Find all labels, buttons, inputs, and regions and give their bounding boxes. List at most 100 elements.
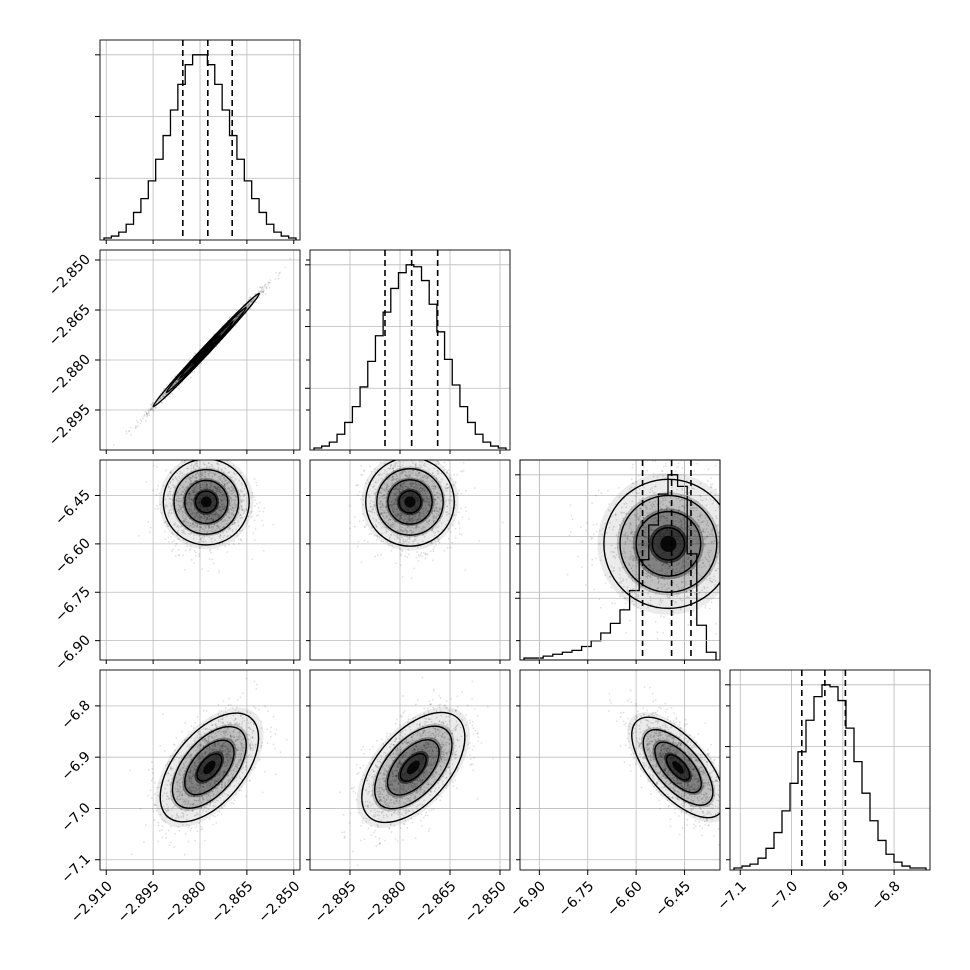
sample-point	[399, 465, 402, 468]
sample-point	[708, 572, 711, 575]
sample-point	[386, 483, 388, 485]
sample-point	[649, 575, 651, 578]
sample-point	[171, 532, 173, 534]
sample-point	[188, 517, 191, 520]
sample-point	[221, 475, 223, 477]
sample-point	[207, 523, 209, 526]
sample-point	[383, 472, 385, 475]
sample-point	[668, 501, 671, 504]
sample-point	[627, 538, 629, 541]
sample-point	[688, 501, 691, 504]
sample-point	[197, 426, 199, 428]
sample-point	[437, 513, 440, 516]
sample-point	[436, 470, 439, 473]
sample-point	[400, 549, 403, 552]
sample-point	[408, 519, 411, 522]
sample-point	[208, 515, 211, 518]
sample-point	[248, 302, 251, 305]
sample-point	[210, 516, 213, 518]
sample-point	[438, 511, 441, 514]
sample-point	[407, 476, 410, 479]
sample-point	[431, 527, 434, 530]
sample-point	[193, 488, 196, 491]
sample-point	[222, 516, 225, 519]
sample-point	[371, 458, 373, 460]
sample-point	[445, 483, 448, 485]
sample-point	[595, 557, 597, 560]
sample-point	[668, 567, 671, 570]
sample-point	[690, 558, 693, 561]
sample-point	[209, 483, 212, 486]
sample-point	[249, 301, 252, 304]
sample-point	[252, 532, 255, 535]
sample-point	[269, 279, 272, 282]
sample-point	[424, 465, 426, 467]
sample-point	[277, 274, 280, 277]
sample-point	[210, 517, 213, 520]
sample-point	[394, 499, 397, 501]
sample-point	[247, 515, 250, 518]
sample-point	[189, 495, 191, 498]
sample-point	[388, 518, 391, 520]
sample-point	[381, 504, 384, 507]
sample-point	[698, 564, 700, 567]
sample-point	[416, 484, 419, 487]
sample-point	[218, 506, 221, 509]
sample-point	[635, 565, 638, 568]
sample-point	[631, 482, 634, 485]
sample-point	[168, 512, 171, 515]
sample-point	[217, 516, 220, 519]
sample-point	[241, 484, 244, 487]
sample-point	[221, 542, 224, 545]
sample-point	[145, 412, 148, 415]
sample-point	[424, 532, 427, 535]
sample-point	[174, 476, 177, 478]
sample-point	[368, 515, 371, 518]
sample-point	[164, 504, 167, 507]
sample-point	[439, 481, 442, 484]
sample-point	[689, 551, 692, 553]
sample-point	[400, 512, 403, 514]
sample-point	[383, 469, 386, 472]
sample-point	[191, 491, 194, 494]
sample-point	[396, 513, 399, 516]
sample-point	[623, 550, 625, 553]
sample-point	[386, 541, 389, 544]
sample-point	[215, 512, 218, 515]
sample-point	[405, 532, 408, 535]
sample-point	[180, 508, 182, 511]
sample-point	[421, 461, 424, 463]
sample-point	[225, 523, 228, 525]
sample-point	[223, 485, 226, 488]
sample-point	[215, 489, 217, 491]
sample-point	[227, 534, 229, 537]
sample-point	[236, 315, 239, 318]
sample-point	[250, 510, 253, 513]
sample-point	[425, 500, 428, 502]
sample-point	[190, 505, 192, 507]
sample-point	[385, 530, 388, 533]
sample-point	[458, 522, 460, 525]
sample-point	[642, 544, 645, 547]
sample-point	[180, 493, 183, 496]
sample-point	[418, 543, 421, 545]
sample-point	[223, 507, 225, 510]
sample-point	[239, 517, 241, 520]
sample-point	[353, 516, 356, 518]
sample-point	[426, 553, 429, 555]
sample-point	[405, 471, 408, 474]
sample-point	[179, 504, 182, 507]
sample-point	[440, 499, 443, 501]
sample-point	[222, 498, 224, 501]
sample-point	[391, 526, 394, 529]
sample-point	[369, 465, 371, 468]
sample-point	[220, 522, 223, 525]
sample-point	[179, 499, 182, 502]
sample-point	[221, 469, 223, 472]
sample-point	[396, 536, 399, 539]
sample-point	[155, 493, 158, 496]
sample-point	[203, 515, 206, 518]
sample-point	[181, 474, 183, 477]
sample-point	[186, 485, 189, 488]
sample-point	[433, 493, 436, 496]
